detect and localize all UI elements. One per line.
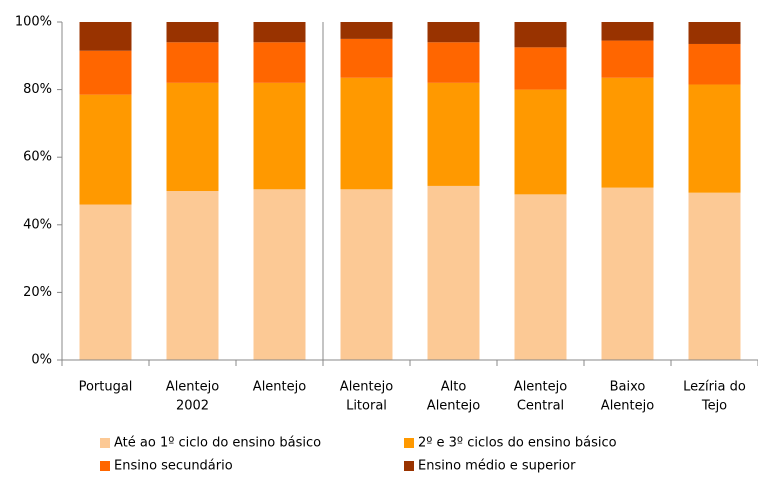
bar-segment — [166, 42, 219, 83]
legend-label: Ensino secundário — [114, 459, 233, 474]
bar-segment — [340, 77, 393, 190]
bar-segment — [601, 187, 654, 360]
bar-segment — [514, 89, 567, 195]
bar-segment — [166, 82, 219, 191]
bar-segment — [601, 77, 654, 188]
x-tick-label: 2002 — [176, 399, 209, 414]
bar-segment — [601, 22, 654, 41]
bar-segment — [79, 50, 132, 95]
bar-segment — [514, 22, 567, 48]
legend-swatch — [404, 461, 414, 471]
bar-segment — [427, 82, 480, 186]
x-tick-label: Alentejo — [427, 399, 480, 414]
y-tick-label: 0% — [31, 353, 52, 368]
x-tick-label: Alentejo — [166, 380, 219, 395]
legend-label: Ensino médio e superior — [418, 459, 576, 474]
bar-segment — [340, 22, 393, 39]
x-tick-label: Central — [517, 399, 564, 414]
x-tick-label: Alentejo — [601, 399, 654, 414]
y-tick-label: 100% — [15, 15, 52, 30]
bar-segment — [79, 204, 132, 360]
bar-segment — [340, 38, 393, 78]
y-tick-label: 60% — [23, 150, 52, 165]
x-tick-label: Alentejo — [340, 380, 393, 395]
bar-segment — [688, 22, 741, 44]
y-tick-label: 40% — [23, 217, 52, 232]
x-tick-label: Portugal — [79, 380, 133, 395]
bar-segment — [688, 43, 741, 85]
bar-segment — [427, 42, 480, 83]
bar-segment — [79, 94, 132, 205]
legend-label: 2º e 3º ciclos do ensino básico — [418, 436, 617, 451]
bar-segment — [166, 22, 219, 43]
bar-segment — [166, 191, 219, 360]
x-tick-label: Alto — [441, 380, 467, 395]
bar-segment — [688, 84, 741, 193]
bar-segment — [253, 42, 306, 83]
bar-segment — [601, 40, 654, 78]
legend-swatch — [100, 438, 110, 448]
x-tick-label: Alentejo — [253, 380, 306, 395]
bar-segment — [514, 47, 567, 90]
x-tick-label: Litoral — [346, 399, 387, 414]
bar-segment — [340, 189, 393, 360]
bar-segment — [253, 189, 306, 360]
bar-segment — [427, 185, 480, 360]
y-tick-label: 20% — [23, 285, 52, 300]
bar-segment — [688, 192, 741, 360]
bar-segment — [427, 22, 480, 43]
x-tick-label: Lezíria do — [683, 380, 746, 395]
bar-segment — [514, 194, 567, 360]
bar-segment — [79, 22, 132, 51]
legend-swatch — [404, 438, 414, 448]
legend-swatch — [100, 461, 110, 471]
x-tick-label: Tejo — [701, 399, 727, 414]
legend-label: Até ao 1º ciclo do ensino básico — [114, 436, 321, 451]
bar-segment — [253, 22, 306, 43]
y-tick-label: 80% — [23, 82, 52, 97]
x-tick-label: Baixo — [610, 380, 646, 395]
x-tick-label: Alentejo — [514, 380, 567, 395]
bar-segment — [253, 82, 306, 190]
